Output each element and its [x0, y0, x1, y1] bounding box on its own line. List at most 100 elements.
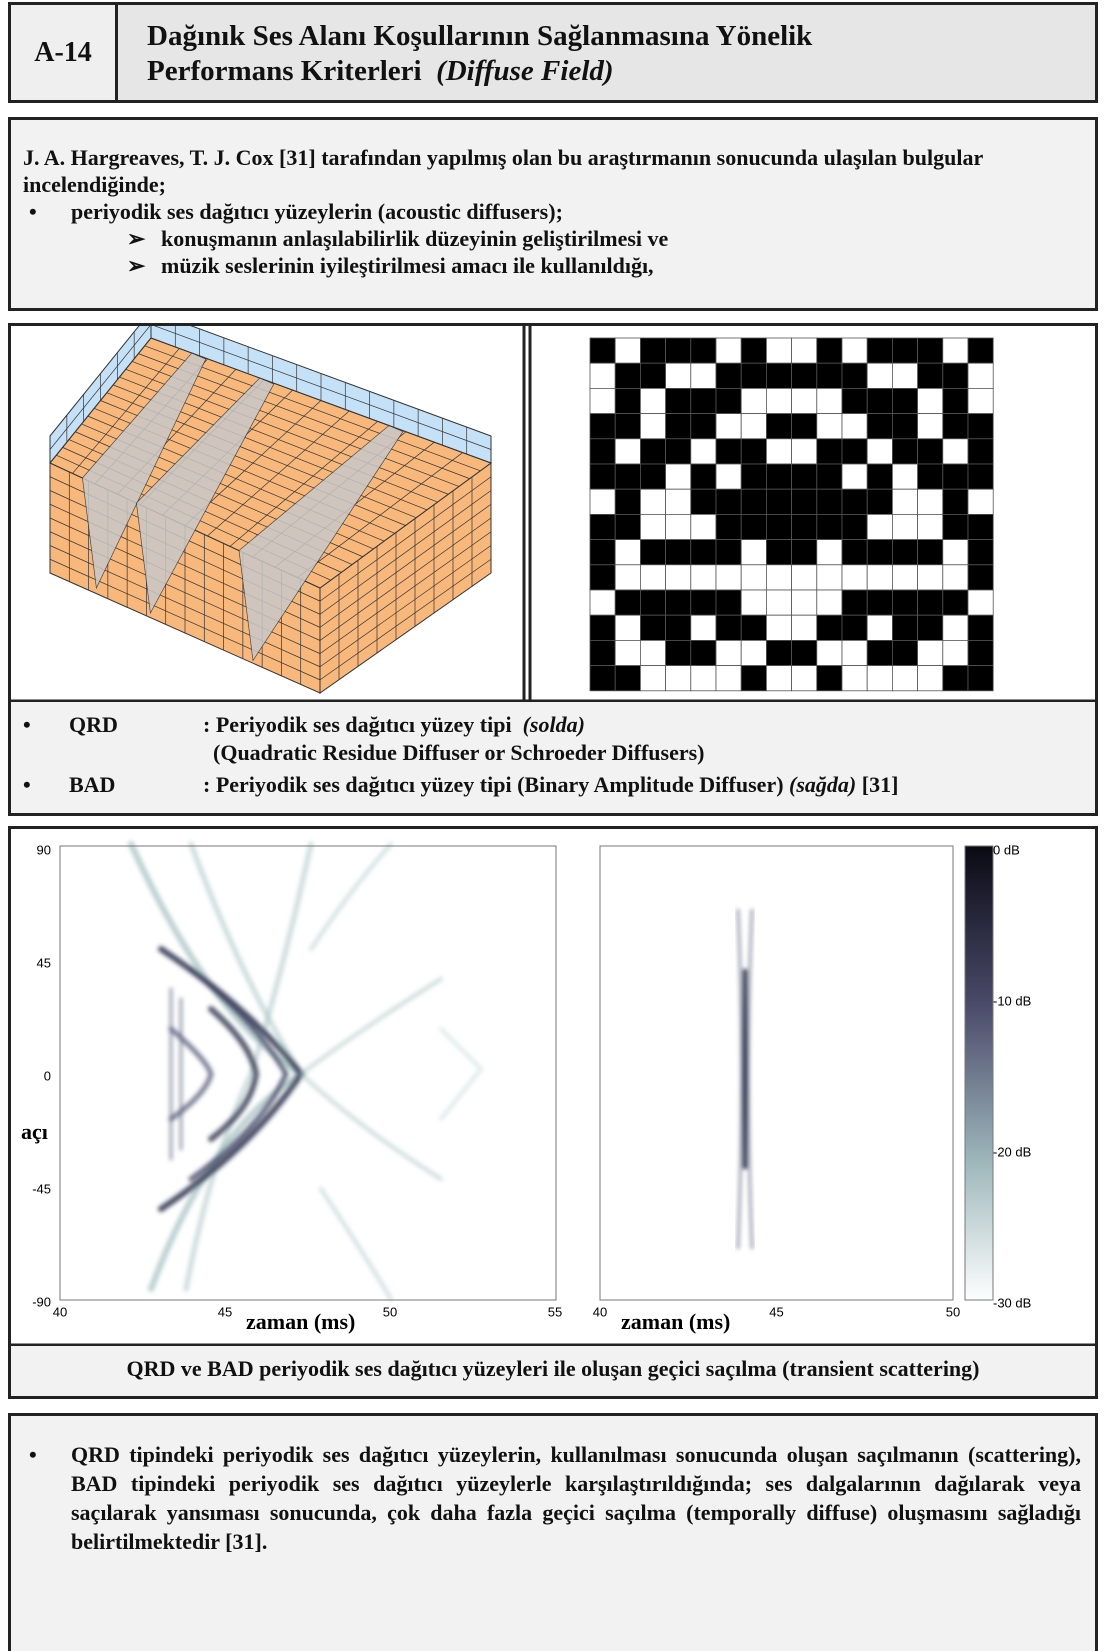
- tick-label: 0 dB: [993, 842, 1020, 857]
- cell: [640, 363, 665, 388]
- cell: [892, 615, 917, 640]
- plot-frame: [60, 846, 556, 1300]
- cell: [968, 388, 993, 413]
- cell: [716, 363, 741, 388]
- cell: [892, 338, 917, 363]
- cell: [741, 640, 766, 665]
- cell: [590, 338, 615, 363]
- cell: [615, 615, 640, 640]
- cell: [817, 640, 842, 665]
- cell: [892, 439, 917, 464]
- cell: [918, 439, 943, 464]
- cell: [590, 363, 615, 388]
- cell: [741, 590, 766, 615]
- tick-label: 55: [548, 1304, 562, 1319]
- type-note: (solda): [523, 712, 585, 737]
- type-name: BAD: [69, 771, 115, 798]
- cell: [666, 666, 691, 691]
- cell: [766, 590, 791, 615]
- cell: [766, 640, 791, 665]
- cell: [640, 666, 665, 691]
- cell: [968, 464, 993, 489]
- cell: [817, 540, 842, 565]
- cell: [968, 489, 993, 514]
- cell: [615, 489, 640, 514]
- cell: [766, 666, 791, 691]
- cell: [943, 489, 968, 514]
- cell: [892, 414, 917, 439]
- cell: [842, 464, 867, 489]
- cell: [590, 615, 615, 640]
- cell: [741, 338, 766, 363]
- bad-drawing: [590, 338, 993, 691]
- cell: [766, 388, 791, 413]
- title: Dağınık Ses Alanı Koşullarının Sağlanmas…: [147, 19, 812, 89]
- cell: [968, 540, 993, 565]
- tick-label: -30 dB: [993, 1295, 1031, 1310]
- cell: [766, 565, 791, 590]
- cell: [716, 590, 741, 615]
- cell: [817, 615, 842, 640]
- cell: [741, 514, 766, 539]
- axis-label: açı: [21, 1119, 48, 1144]
- page: A-14 Dağınık Ses Alanı Koşullarının Sağl…: [0, 0, 1105, 1651]
- cell: [792, 388, 817, 413]
- type-extra: (Quadratic Residue Diffuser or Schroeder…: [23, 739, 1093, 767]
- cell: [590, 388, 615, 413]
- type-name: QRD: [69, 711, 118, 738]
- cell: [842, 363, 867, 388]
- cell: [817, 338, 842, 363]
- cell: [691, 540, 716, 565]
- figure-box: •QRD: Periyodik ses dağıtıcı yüzey tipi …: [8, 323, 1098, 816]
- intro: J. A. Hargreaves, T. J. Cox [31] tarafın…: [8, 117, 1098, 311]
- cell: [666, 489, 691, 514]
- tick-label: -45: [32, 1181, 51, 1196]
- cell: [766, 414, 791, 439]
- cell: [590, 666, 615, 691]
- cell: [918, 363, 943, 388]
- cell: [968, 414, 993, 439]
- cell: [716, 640, 741, 665]
- cell: [640, 540, 665, 565]
- heatmap-right: [738, 909, 752, 1249]
- cell: [716, 514, 741, 539]
- cell: [892, 489, 917, 514]
- cell: [943, 514, 968, 539]
- cell: [666, 464, 691, 489]
- cell: [968, 590, 993, 615]
- cell: [918, 590, 943, 615]
- cell: [691, 439, 716, 464]
- cell: [666, 388, 691, 413]
- cell: [716, 666, 741, 691]
- cell: [691, 388, 716, 413]
- cell: [943, 590, 968, 615]
- cell: [817, 666, 842, 691]
- title-italic: (Diffuse Field): [436, 55, 613, 87]
- qrd-drawing: [50, 326, 491, 693]
- cell: [615, 388, 640, 413]
- cell: [867, 414, 892, 439]
- cell: [716, 565, 741, 590]
- cell: [892, 388, 917, 413]
- type-row: •BAD: Periyodik ses dağıtıcı yüzey tipi …: [23, 771, 1093, 799]
- cell: [817, 464, 842, 489]
- cell: [867, 388, 892, 413]
- cell: [842, 590, 867, 615]
- cell: [867, 363, 892, 388]
- tick-label: 45: [37, 955, 51, 970]
- cell: [842, 514, 867, 539]
- sub-text: müzik seslerinin iyileştirilmesi amacı i…: [161, 253, 654, 278]
- cell: [615, 590, 640, 615]
- cell: [766, 363, 791, 388]
- cell: [892, 565, 917, 590]
- cell: [817, 363, 842, 388]
- cell: [691, 666, 716, 691]
- cell: [943, 540, 968, 565]
- cell: [716, 489, 741, 514]
- tick-label: 40: [53, 1304, 67, 1319]
- cell: [867, 615, 892, 640]
- cell: [918, 414, 943, 439]
- cell: [716, 388, 741, 413]
- plot-caption: QRD ve BAD periyodik ses dağıtıcı yüzeyl…: [11, 1356, 1095, 1382]
